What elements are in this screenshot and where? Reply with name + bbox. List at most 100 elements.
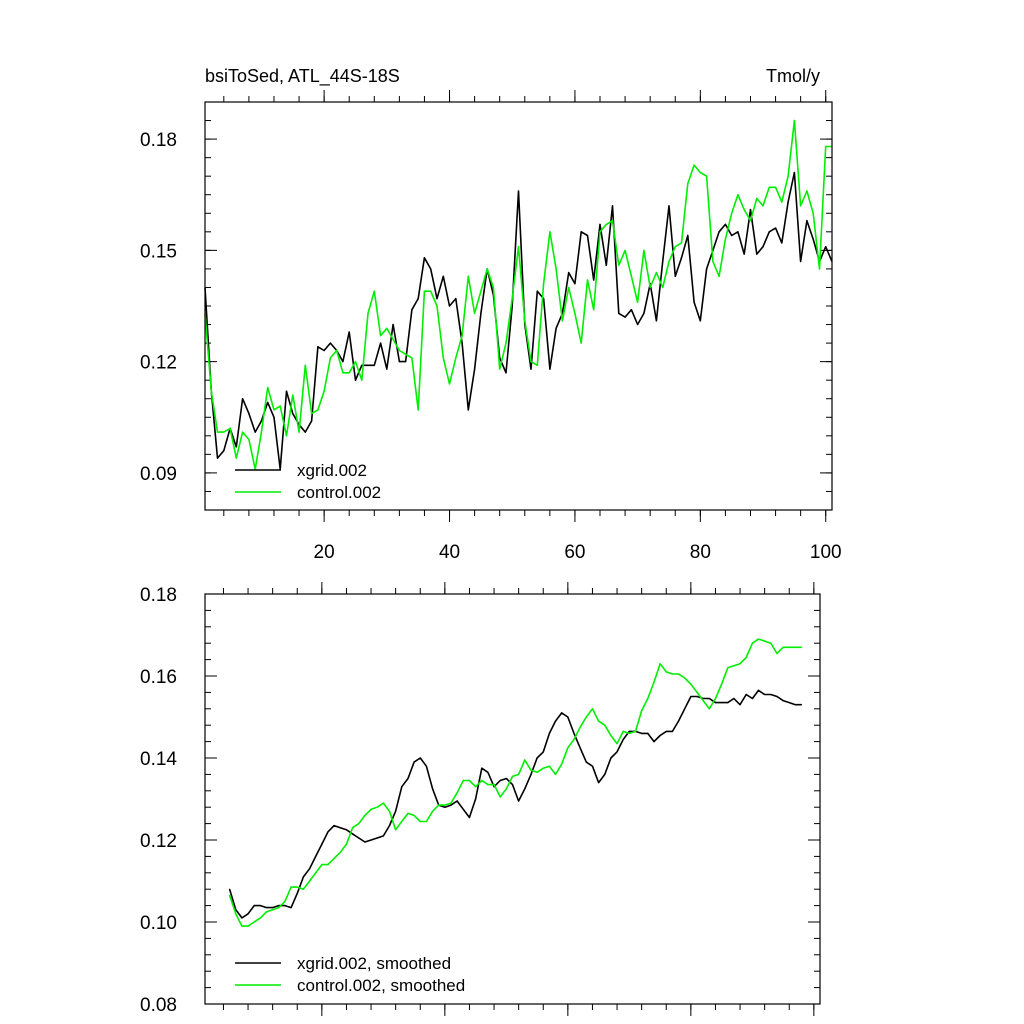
data-point [259,905,261,907]
data-point [505,788,507,790]
data-point [309,868,311,870]
data-point [543,298,545,300]
data-point [756,197,758,199]
data-point [419,820,421,823]
data-point [475,798,477,800]
data-point [712,260,714,263]
data-point [398,361,400,363]
data-point [413,761,415,763]
bottom-panel: 0.08 0.10 0.12 0.14 0.16 0.18 xgrid.002, smoo… [140,582,821,1016]
data-point [668,260,670,263]
data-point [229,888,231,890]
y-tick-label: 0.09 [140,464,177,485]
data-point [505,372,507,374]
data-point [323,390,325,392]
bottom-series-group [228,638,803,927]
y-tick-label: 0.08 [140,995,177,1016]
data-point [358,823,360,825]
data-point [622,738,624,741]
x-tick-label: 80 [690,542,711,563]
data-point [788,702,790,704]
data-point [253,905,255,907]
data-point [499,368,501,370]
data-point [411,357,413,359]
data-point [764,640,766,642]
data-point [436,305,438,307]
data-point [290,886,292,888]
data-point [348,331,350,333]
data-point [370,839,372,841]
data-point [573,732,575,735]
data-point [604,773,606,776]
data-point [461,335,463,337]
data-point [462,808,464,810]
data-point [687,234,689,237]
data-point [444,804,446,806]
data-point [677,673,680,675]
data-point [647,732,649,735]
data-point [536,757,538,759]
data-point [329,357,331,359]
data-point [467,275,469,277]
data-point [450,804,452,806]
data-point [425,820,427,823]
data-point [376,806,378,808]
data-point [444,806,446,808]
data-point [395,829,397,831]
top-axis-ticks: 0.09 0.12 0.15 0.18 20 40 60 80 100 [140,90,842,563]
data-point [751,697,754,700]
data-point [405,353,407,355]
data-point [467,409,469,411]
data-point [315,872,317,874]
data-point [487,784,489,786]
y-tick-label: 0.10 [140,913,177,934]
data-point [624,249,626,251]
data-point [210,390,212,392]
data-point [706,175,708,177]
data-point [699,320,701,322]
data-point [693,301,695,303]
data-point [411,309,413,311]
data-point [223,450,225,452]
data-point [304,364,306,366]
data-point [309,880,311,882]
data-point [812,212,814,214]
data-point [304,431,306,433]
data-point [386,327,388,329]
data-point [690,683,692,685]
data-point [567,747,569,749]
series-line-control-002-smoothed [228,638,802,927]
data-point [486,268,488,270]
data-point [724,223,727,225]
series-points-control-002-smoothed [229,638,803,927]
data-point [373,364,375,366]
data-point [568,272,570,274]
data-point [333,825,335,827]
data-point [745,693,747,696]
data-point [561,320,564,322]
data-point [727,702,729,704]
data-point [793,119,796,122]
data-point [781,242,783,244]
data-point [487,771,489,773]
data-point [665,671,667,673]
data-point [634,730,637,733]
data-point [599,231,601,233]
data-point [647,697,649,700]
data-point [775,186,777,188]
data-point [254,431,256,433]
data-point [229,427,231,429]
data-point [643,249,645,251]
series-points-control-002 [204,119,833,470]
data-point [618,312,620,314]
top-legend: xgrid.002 control.002 [235,461,381,502]
data-point [702,697,704,700]
data-point [787,201,789,203]
data-point [665,730,667,733]
data-point [336,349,338,352]
data-point [448,383,451,385]
data-point [800,205,802,207]
data-point [586,279,589,281]
data-point [743,253,745,255]
data-point [352,827,354,829]
